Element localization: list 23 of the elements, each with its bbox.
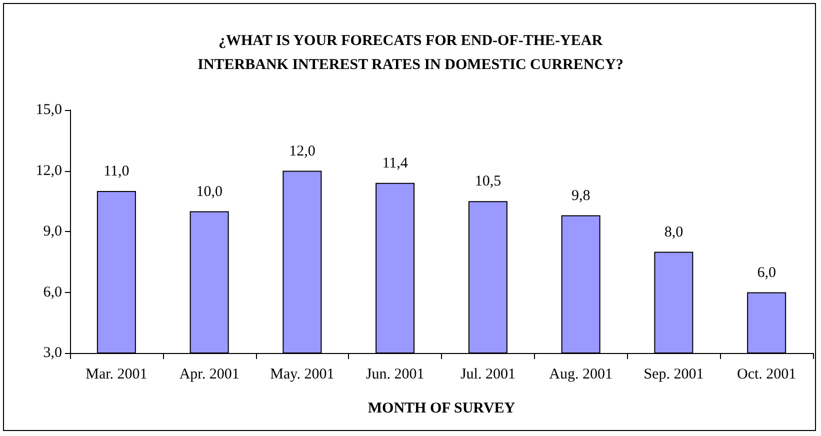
data-label: 10,5 — [474, 174, 502, 190]
x-tick-label: Sep. 2001 — [644, 366, 704, 382]
x-tick-label: Oct. 2001 — [736, 366, 796, 382]
data-label: 8,0 — [664, 224, 684, 240]
x-tick-label: Mar. 2001 — [86, 366, 148, 382]
y-tick-label: 12,0 — [36, 162, 62, 179]
x-tick-label: Aug. 2001 — [549, 366, 612, 382]
data-label: 11,0 — [104, 164, 130, 180]
data-label: 10,0 — [196, 184, 222, 200]
y-tick-label: 9,0 — [43, 224, 62, 240]
data-label: 12,0 — [289, 143, 316, 160]
x-tick-label: Jul. 2001 — [460, 366, 516, 382]
data-label: 11,4 — [382, 155, 408, 172]
y-tick-label: 3,0 — [43, 345, 62, 361]
y-tick-label: 6,0 — [43, 284, 62, 300]
y-tick-label: 15,0 — [36, 102, 62, 118]
chart-title: ¿WHAT IS YOUR FORECATS FOR END-OF-THE-YEAR INTERBANK INTEREST RATES IN DOMESTIC CURRENCY? — [198, 33, 624, 73]
data-label: 9,8 — [571, 188, 590, 204]
x-axis-title: MONTH OF SURVEY — [368, 400, 516, 416]
x-tick-label: Apr. 2001 — [179, 366, 240, 382]
x-tick-label: May. 2001 — [270, 366, 334, 382]
x-tick-label: Jun. 2001 — [366, 366, 424, 382]
data-label: 6,0 — [757, 264, 776, 281]
